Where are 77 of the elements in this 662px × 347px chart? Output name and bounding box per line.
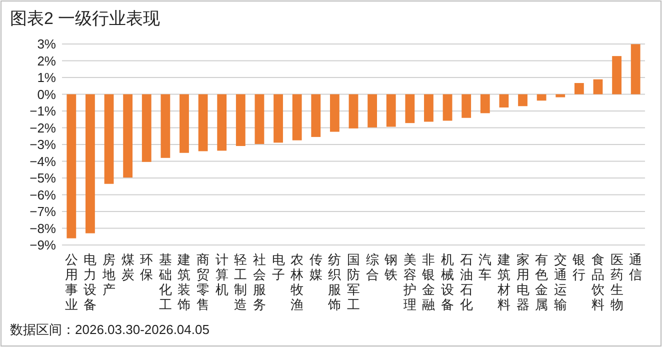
bar	[424, 94, 434, 122]
y-tick-label: 3%	[37, 36, 56, 52]
y-tick-label: −9%	[30, 238, 56, 252]
chart-title: 图表2 一级行业表现	[10, 9, 160, 28]
bar	[217, 94, 227, 151]
x-tick-label: 煤炭	[121, 252, 134, 282]
bar	[612, 56, 622, 94]
x-tick-label: 美容护理	[402, 252, 416, 312]
x-tick-label: 公用事业	[64, 252, 78, 312]
x-tick-label: 食品饮料	[590, 252, 604, 312]
x-tick-label: 钢铁	[384, 252, 398, 282]
bar	[348, 94, 358, 128]
bar	[274, 94, 283, 143]
y-tick-label: −7%	[30, 204, 56, 219]
x-tick-label: 电力设备	[84, 252, 97, 312]
x-tick-label: 环保	[140, 252, 154, 282]
bar	[86, 94, 95, 234]
bar	[556, 94, 566, 98]
x-tick-label: 房地产	[102, 252, 116, 297]
x-tick-label: 非银金融	[421, 252, 436, 312]
text: 数据区间：2026.03.30-2026.04.05	[10, 322, 210, 337]
x-tick-label: 综合	[366, 252, 379, 282]
x-tick-label: 商贸零售	[196, 252, 210, 312]
y-tick-label: −6%	[30, 187, 56, 202]
x-tick-label: 建筑装饰	[176, 252, 191, 312]
y-tick-label: −4%	[30, 154, 56, 169]
x-tick-label: 通信	[629, 252, 642, 282]
x-tick-label: 交通运输	[554, 252, 567, 312]
bar	[254, 94, 264, 144]
bar	[104, 94, 114, 184]
bar	[442, 94, 452, 121]
y-tick-label: 1%	[37, 70, 56, 85]
bar	[142, 94, 152, 162]
bar	[518, 94, 528, 106]
x-tick-label: 电子	[272, 252, 285, 282]
x-tick-label: 有色金属	[535, 252, 548, 312]
y-tick-label: −8%	[30, 220, 56, 236]
bar	[160, 94, 170, 158]
x-tick-label: 社会服务	[252, 252, 266, 312]
bar	[66, 94, 76, 238]
bar	[462, 94, 472, 118]
x-tick-label: 纺织服饰	[327, 252, 342, 312]
x-tick-label: 医药生物	[610, 252, 624, 312]
y-tick-label: 0%	[37, 86, 56, 102]
bar	[330, 94, 340, 132]
x-tick-label: 计算机	[215, 252, 228, 297]
y-tick-label: −5%	[30, 170, 56, 186]
x-tick-label: 轻工制造	[234, 252, 248, 312]
bar	[123, 94, 133, 178]
bar	[180, 94, 189, 153]
bar	[593, 79, 603, 94]
x-tick-label: 石油石化	[460, 252, 473, 312]
x-tick-label: 汽车	[478, 252, 492, 282]
bar	[405, 94, 415, 124]
y-tick-label: −1%	[30, 104, 56, 118]
x-tick-label: 家用电器	[516, 252, 530, 312]
x-tick-label: 建筑材料	[496, 252, 510, 312]
y-tick-label: −2%	[30, 120, 56, 136]
bar	[198, 94, 208, 152]
x-tick-label: 农林牧渔	[290, 252, 304, 312]
x-tick-label: 机械设备	[441, 252, 454, 312]
bar	[480, 94, 490, 114]
bar	[574, 83, 584, 94]
bar	[386, 94, 396, 127]
bar	[292, 94, 302, 140]
x-tick-label: 银行	[572, 252, 586, 282]
bar	[236, 94, 246, 146]
bar	[536, 94, 546, 101]
bar	[630, 44, 640, 94]
x-tick-label: 国防军工	[347, 252, 360, 312]
bar	[368, 94, 378, 128]
bar	[311, 94, 321, 137]
y-tick-label: −3%	[30, 137, 56, 152]
bar	[499, 94, 509, 108]
y-tick-label: 2%	[37, 53, 56, 68]
x-tick-label: 基础化工	[158, 252, 172, 312]
x-tick-label: 传媒	[309, 252, 322, 282]
